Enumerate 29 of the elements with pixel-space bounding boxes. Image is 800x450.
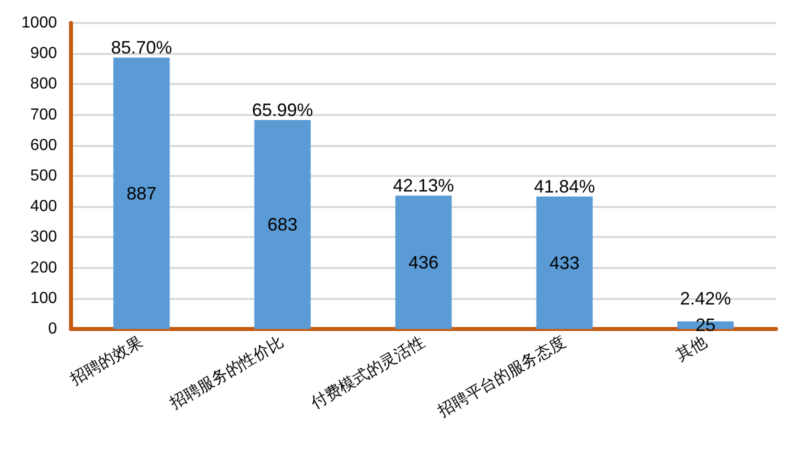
annotation: 41.84% — [534, 176, 596, 196]
y-tick-label: 900 — [30, 45, 58, 62]
data-label: 887 — [126, 183, 157, 204]
y-tick-label: 800 — [30, 76, 58, 93]
annotation: 42.13% — [392, 176, 454, 196]
y-tick-label: 100 — [30, 290, 58, 307]
annotation: 65.99% — [252, 100, 314, 120]
y-tick-label: 200 — [30, 259, 58, 276]
bar — [536, 196, 593, 329]
bar — [395, 196, 452, 329]
y-tick-label: 0 — [48, 320, 58, 338]
x-tick-label: 其他 — [673, 332, 710, 364]
x-tick-label: 招聘服务的性价比 — [166, 332, 287, 413]
y-tick-label: 1000 — [21, 14, 58, 32]
y-tick-label: 400 — [30, 198, 58, 216]
y-tick-label: 300 — [30, 228, 58, 246]
data-label: 433 — [549, 252, 580, 273]
annotation: 2.42% — [680, 288, 732, 308]
annotation: 85.70% — [110, 38, 172, 58]
bar — [254, 120, 311, 329]
x-tick-label: 招聘的效果 — [67, 334, 146, 389]
x-tick-label: 招聘平台的服务态度 — [434, 332, 569, 421]
x-tick-label: 付费模式的灵活性 — [307, 332, 428, 413]
data-label: 683 — [267, 214, 298, 234]
y-tick-label: 600 — [30, 136, 58, 154]
y-tick-label: 700 — [30, 106, 58, 124]
data-label: 436 — [408, 252, 439, 272]
y-tick-label: 500 — [30, 168, 58, 184]
bar — [113, 58, 170, 329]
